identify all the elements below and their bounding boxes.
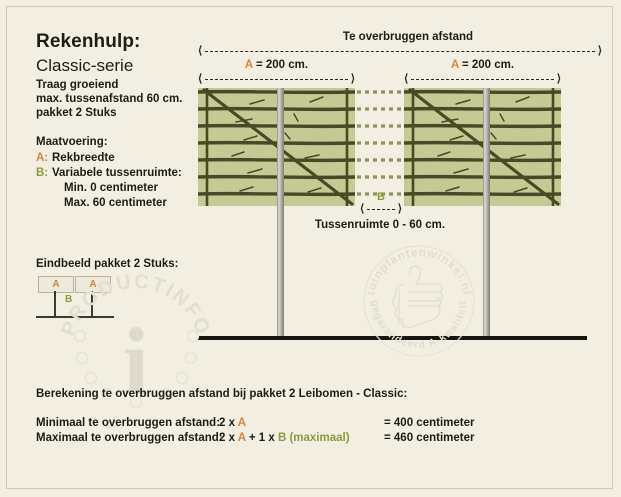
dimension-label-a-right: A = 200 cm. <box>404 59 561 71</box>
end-result-box-right: A <box>75 276 111 293</box>
end-result-box-left: A <box>38 276 74 293</box>
calculation-result-max: = 460 centimeter <box>384 432 475 444</box>
calculation-expression-max: 2 x A + 1 x B (maximaal) <box>219 432 350 444</box>
dimension-bar <box>205 51 595 52</box>
dimension-line-total: ⟨ ⟩ <box>198 46 602 57</box>
measurement-value-b: Variabele tussenruimte: <box>52 167 182 179</box>
arrow-right-icon: ⟩ <box>397 203 402 215</box>
arrow-right-icon: ⟩ <box>556 73 561 85</box>
arrow-left-icon: ⟨ <box>198 45 203 57</box>
dimension-line-a-right: ⟨ ⟩ <box>404 74 561 85</box>
dimension-bar <box>205 79 348 80</box>
expr-mid: + 1 x <box>245 432 278 444</box>
measurement-row-a: A: Rekbreedte <box>36 152 115 164</box>
end-result-ground-line <box>36 316 114 318</box>
calculation-label-min: Minimaal te overbruggen afstand: <box>36 417 221 429</box>
arrow-right-icon: ⟩ <box>350 73 355 85</box>
expr-a: A <box>237 417 247 429</box>
dimension-a-right-value: = 200 cm. <box>458 59 515 71</box>
measurement-value-a: Rekbreedte <box>52 152 115 164</box>
end-result-stem-left <box>54 291 56 316</box>
calculation-label-max: Maximaal te overbruggen afstand: <box>36 432 223 444</box>
measurement-heading: Maatvoering: <box>36 136 108 148</box>
expr-post: (maximaal) <box>286 432 350 444</box>
dimension-label-a-left: A = 200 cm. <box>198 59 355 71</box>
dimension-bar <box>411 79 554 80</box>
dimension-a-right-key: A <box>450 59 459 71</box>
measurement-min: Min. 0 centimeter <box>64 182 158 194</box>
measurement-key-b: B: <box>36 167 49 179</box>
expr-pre: 2 x <box>219 417 238 429</box>
description-line-3: pakket 2 Stuks <box>36 107 117 119</box>
dimension-a-left-key: A <box>244 59 253 71</box>
end-result-gap-label: B <box>65 294 73 305</box>
dimension-label-b: B <box>377 191 385 203</box>
dimension-line-b: ⟨ ⟩ <box>360 204 402 215</box>
arrow-left-icon: ⟨ <box>198 73 203 85</box>
expr-a: A <box>237 432 246 444</box>
dimension-line-a-left: ⟨ ⟩ <box>198 74 355 85</box>
end-result-stem-right <box>91 291 93 316</box>
dimension-a-left-value: = 200 cm. <box>252 59 309 71</box>
description-line-2: max. tussenafstand 60 cm. <box>36 93 183 105</box>
measurement-key-a: A: <box>36 152 49 164</box>
calculation-heading: Berekening te overbruggen afstand bij pa… <box>36 388 408 400</box>
description-line-1: Traag groeiend <box>36 79 119 91</box>
end-result-label: Eindbeeld pakket 2 Stuks: <box>36 258 179 270</box>
arrow-right-icon: ⟩ <box>597 45 602 57</box>
page-subtitle: Classic-serie <box>36 56 134 75</box>
expr-b: B <box>277 432 287 444</box>
page-border <box>6 6 613 489</box>
end-result-diagram: A A B <box>36 276 128 320</box>
expr-pre: 2 x <box>219 432 238 444</box>
arrow-left-icon: ⟨ <box>360 203 365 215</box>
arrow-left-icon: ⟨ <box>404 73 409 85</box>
dimension-bar <box>367 209 395 210</box>
calculation-expression-min: 2 x A <box>219 417 246 429</box>
page-title: Rekenhulp: <box>36 31 141 52</box>
measurement-row-b: B: Variabele tussenruimte: <box>36 167 182 179</box>
calculation-result-min: = 400 centimeter <box>384 417 475 429</box>
dimension-top-label: Te overbruggen afstand <box>342 31 474 43</box>
gap-range-label: Tussenruimte 0 - 60 cm. <box>314 219 446 231</box>
measurement-max: Max. 60 centimeter <box>64 197 167 209</box>
